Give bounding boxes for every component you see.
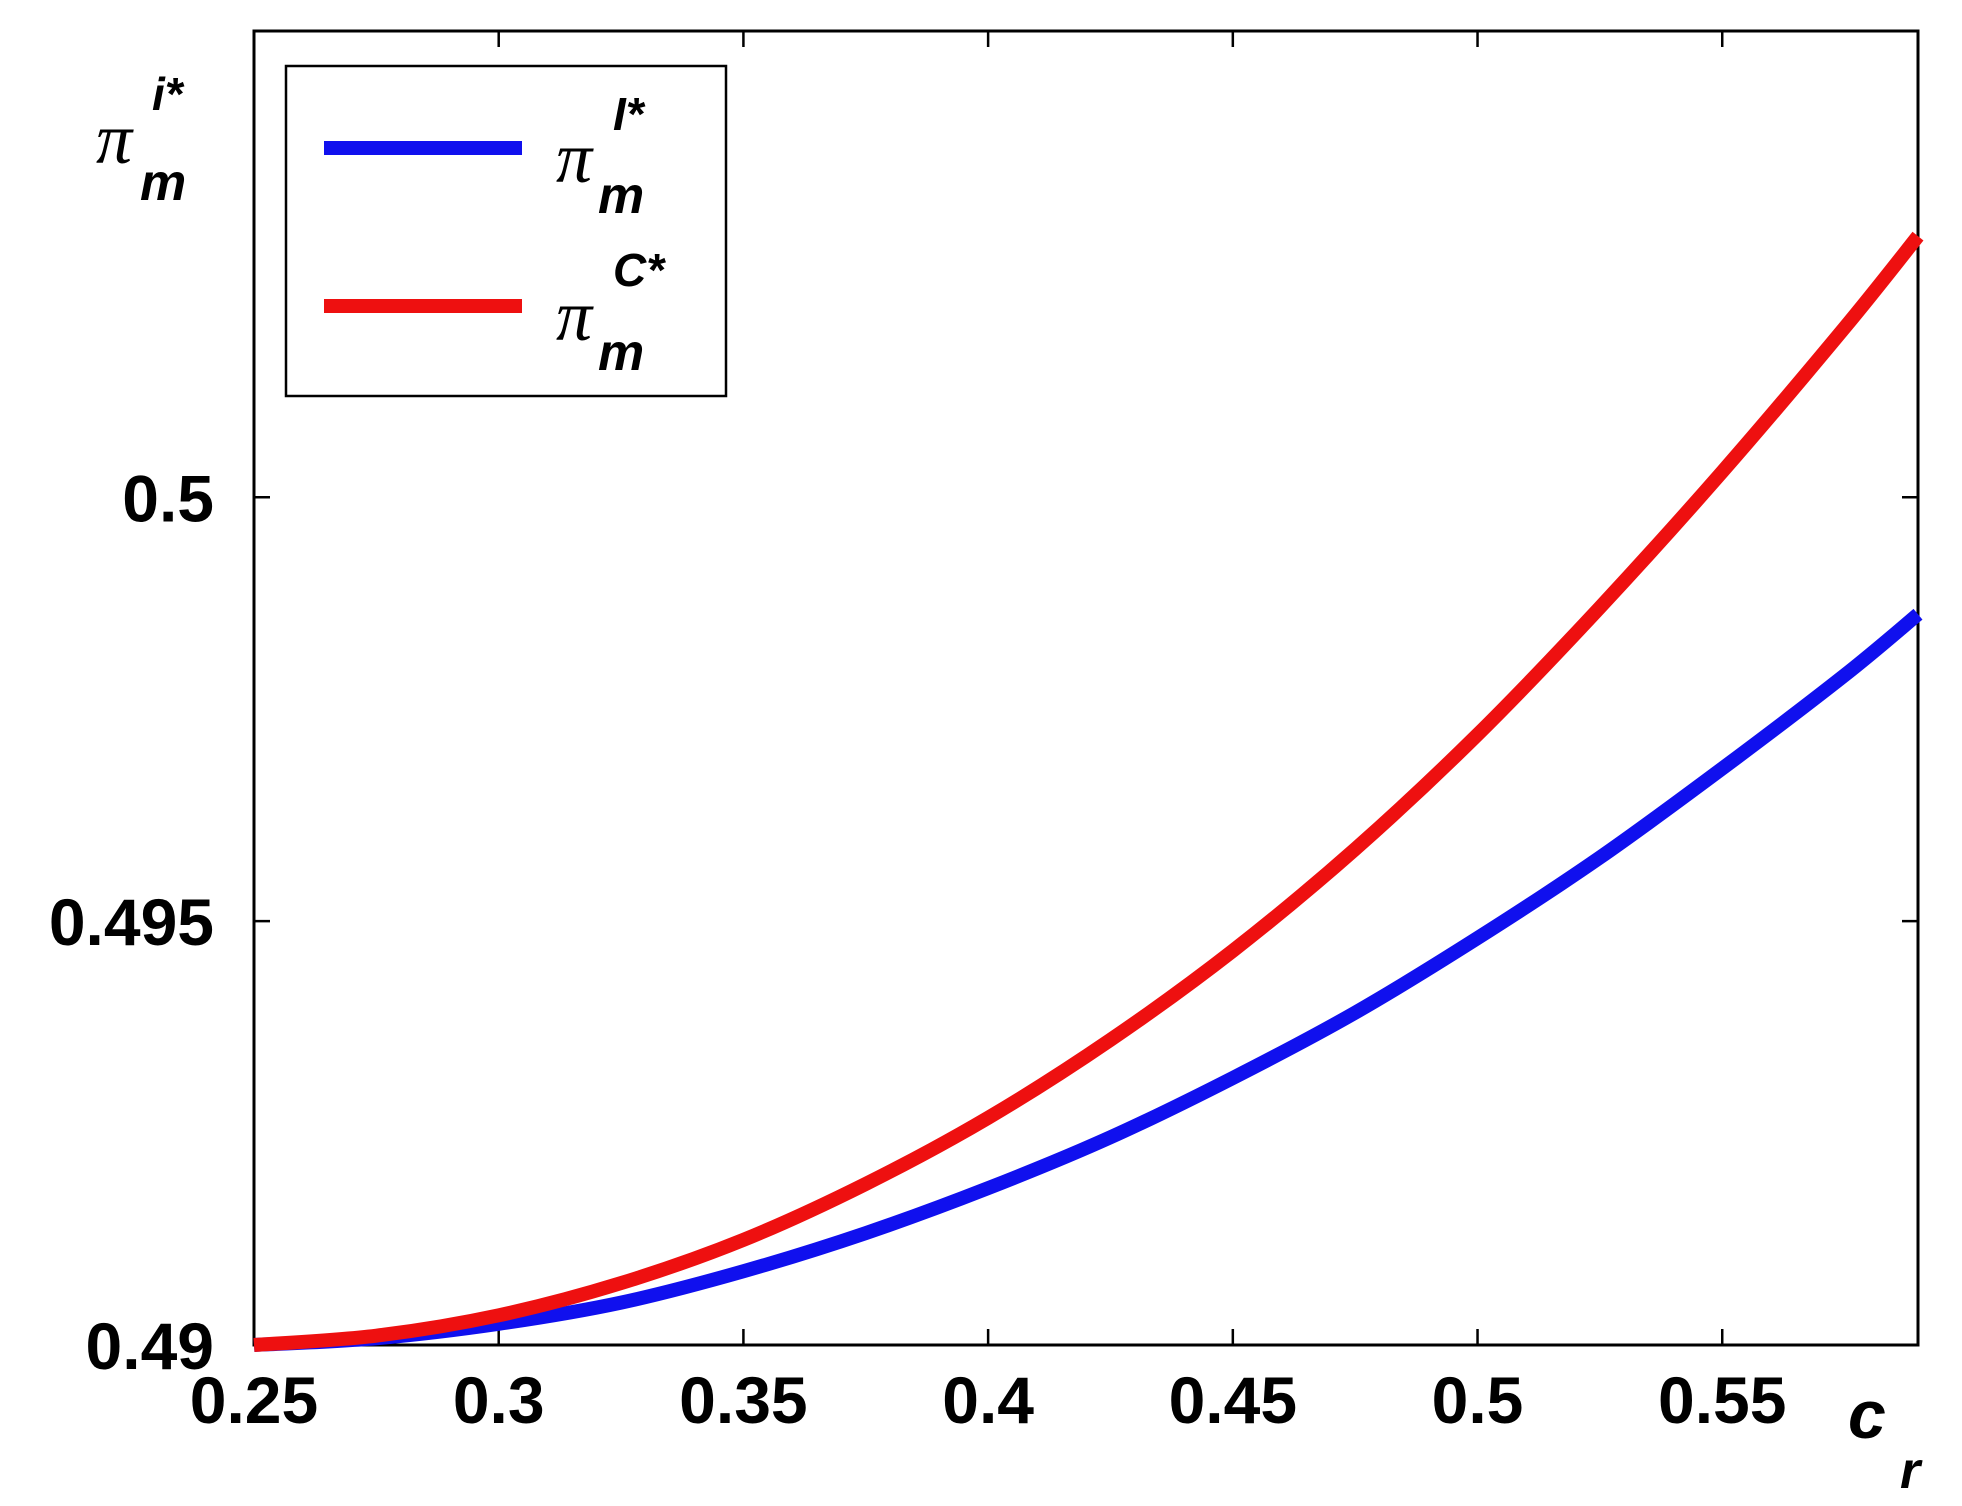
legend-label-series-1-superscript: I* bbox=[613, 88, 646, 140]
x-axis-label: c r bbox=[1848, 1377, 1923, 1500]
x-tick-label: 0.55 bbox=[1658, 1363, 1786, 1437]
y-tick-label: 0.49 bbox=[86, 1309, 214, 1383]
x-tick-label: 0.25 bbox=[190, 1363, 318, 1437]
series-line-2 bbox=[253, 231, 1924, 1352]
x-tick-label: 0.5 bbox=[1432, 1363, 1524, 1437]
y-tick-label: 0.495 bbox=[49, 885, 214, 959]
series-line-1 bbox=[253, 608, 1923, 1352]
series-lines bbox=[253, 231, 1924, 1352]
x-tick-label: 0.35 bbox=[679, 1363, 807, 1437]
legend-label-series-2-symbol: π bbox=[556, 276, 594, 356]
x-axis-ticks: 0.25 0.3 0.35 0.4 0.45 0.5 0.55 bbox=[190, 31, 1786, 1437]
y-axis-label: π i* m bbox=[96, 68, 186, 212]
x-tick-label: 0.3 bbox=[453, 1363, 545, 1437]
legend-box bbox=[284, 64, 728, 398]
legend-label-series-1-subscript: m bbox=[598, 167, 644, 225]
legend: π I* m π C* m bbox=[284, 64, 728, 398]
x-axis-label-subscript: r bbox=[1900, 1442, 1923, 1500]
x-axis-label-symbol: c bbox=[1848, 1377, 1886, 1453]
x-tick-label: 0.45 bbox=[1169, 1363, 1297, 1437]
x-tick-label: 0.4 bbox=[942, 1363, 1034, 1437]
y-axis-label-symbol: π bbox=[96, 99, 134, 179]
y-axis-label-superscript: i* bbox=[152, 68, 185, 120]
legend-label-series-1-symbol: π bbox=[556, 118, 594, 198]
y-tick-label: 0.5 bbox=[122, 461, 214, 535]
legend-label-series-2-superscript: C* bbox=[613, 244, 666, 296]
legend-label-series-2-subscript: m bbox=[598, 324, 644, 382]
y-axis-label-subscript: m bbox=[140, 154, 186, 212]
y-axis-ticks: 0.49 0.495 0.5 bbox=[49, 461, 1918, 1383]
